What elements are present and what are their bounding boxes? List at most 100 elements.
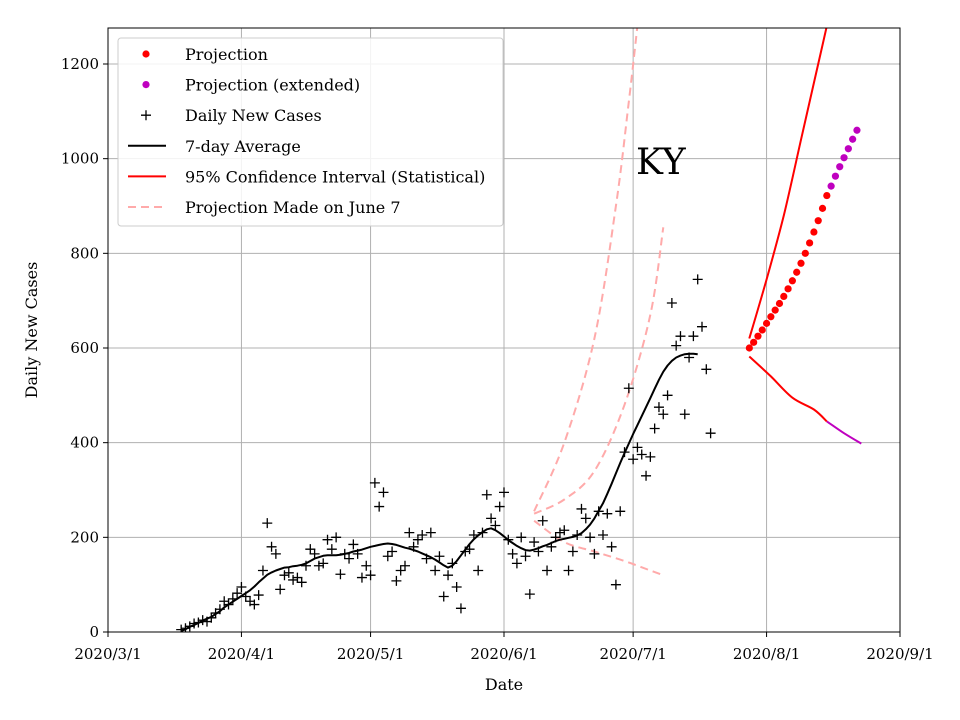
projection-point bbox=[745, 344, 753, 352]
daily-cases-point bbox=[331, 532, 342, 543]
daily-cases-point bbox=[615, 506, 626, 517]
projection-point bbox=[806, 239, 814, 247]
daily-cases-point bbox=[257, 565, 268, 576]
x-tick-label: 2020/4/1 bbox=[208, 645, 275, 663]
seven-day-average-line bbox=[180, 352, 698, 632]
daily-cases-point bbox=[610, 579, 621, 590]
daily-cases-point bbox=[322, 534, 333, 545]
daily-cases-point bbox=[374, 501, 385, 512]
legend: Projection Projection (extended) Daily New… bbox=[117, 37, 504, 227]
daily-cases-point bbox=[352, 548, 363, 559]
june7-projection-upper-line bbox=[533, 28, 639, 512]
daily-cases-point bbox=[361, 560, 372, 571]
daily-cases-point bbox=[688, 331, 699, 342]
daily-cases-point bbox=[318, 558, 329, 569]
daily-cases-point bbox=[593, 506, 604, 517]
ci-lower-extended-line bbox=[826, 420, 862, 445]
projection-point bbox=[767, 313, 775, 321]
legend-label-ci: 95% Confidence Interval (Statistical) bbox=[185, 167, 485, 186]
daily-cases-point bbox=[563, 565, 574, 576]
y-axis-label: Daily New Cases bbox=[22, 262, 41, 399]
y-tick-label: 400 bbox=[70, 434, 99, 452]
daily-cases-point bbox=[305, 544, 316, 555]
daily-cases-point bbox=[546, 541, 557, 552]
projection-point bbox=[771, 306, 779, 314]
legend-label-projection: Projection bbox=[185, 45, 268, 64]
daily-cases-point bbox=[421, 553, 432, 564]
daily-cases-point bbox=[598, 529, 608, 540]
june7-projection-lower-line bbox=[533, 519, 664, 577]
daily-cases-point bbox=[270, 548, 281, 559]
daily-cases-point bbox=[572, 529, 583, 540]
projection-point bbox=[797, 259, 805, 267]
daily-cases-point bbox=[653, 402, 664, 413]
legend-entry-ci: 95% Confidence Interval (Statistical) bbox=[128, 167, 485, 186]
daily-cases-point bbox=[447, 558, 458, 569]
y-tick-label: 1000 bbox=[61, 150, 99, 168]
daily-cases-point bbox=[425, 527, 436, 538]
projection-extended-point bbox=[849, 135, 857, 143]
legend-label-june7: Projection Made on June 7 bbox=[185, 198, 401, 217]
daily-cases-point bbox=[455, 603, 466, 614]
daily-cases-point bbox=[206, 612, 217, 623]
daily-cases-point bbox=[348, 539, 359, 550]
daily-cases-point bbox=[382, 551, 393, 562]
daily-cases-point bbox=[554, 527, 565, 538]
daily-cases-point bbox=[636, 449, 647, 460]
daily-cases-point bbox=[430, 565, 441, 576]
daily-cases-point bbox=[464, 544, 475, 555]
legend-dot-projection_ext bbox=[142, 81, 150, 89]
projection-point bbox=[784, 285, 792, 293]
daily-cases-point bbox=[641, 470, 652, 481]
daily-cases-point bbox=[193, 617, 204, 628]
daily-cases-point bbox=[666, 298, 677, 309]
daily-cases-point bbox=[344, 553, 355, 564]
projection-point bbox=[810, 228, 818, 236]
daily-cases-point bbox=[550, 532, 561, 543]
axes: 2020/3/1 2020/4/1 2020/5/1 2020/6/1 2020/7/1… bbox=[61, 55, 934, 663]
ci-lower-line bbox=[748, 355, 828, 423]
daily-cases-point bbox=[537, 515, 548, 526]
daily-cases-point bbox=[214, 604, 225, 615]
daily-cases-point bbox=[606, 541, 617, 552]
daily-cases-point bbox=[391, 575, 402, 586]
daily-cases-point bbox=[481, 489, 492, 500]
june7-projection-middle-line bbox=[533, 227, 665, 515]
daily-cases-point bbox=[520, 551, 531, 562]
daily-cases-point bbox=[473, 565, 484, 576]
daily-cases-point bbox=[236, 582, 247, 593]
legend-label-projection_ext: Projection (extended) bbox=[185, 76, 360, 95]
daily-cases-point bbox=[576, 503, 587, 514]
projection-point bbox=[762, 319, 771, 327]
daily-cases-point bbox=[232, 588, 243, 599]
legend-dot-projection bbox=[142, 50, 150, 58]
projection-point bbox=[801, 249, 809, 257]
legend-plus-daily bbox=[141, 110, 151, 121]
daily-cases-point bbox=[309, 548, 320, 559]
daily-cases-point bbox=[240, 591, 251, 602]
daily-cases-point bbox=[438, 591, 449, 602]
daily-cases-point bbox=[692, 274, 703, 285]
projection-point bbox=[758, 326, 766, 334]
daily-cases-point bbox=[533, 546, 544, 557]
ci-upper-line bbox=[748, 28, 828, 339]
daily-cases-point bbox=[585, 532, 596, 543]
daily-cases-point bbox=[369, 477, 380, 488]
x-axis-label: Date bbox=[485, 675, 523, 694]
projection-point bbox=[818, 204, 827, 212]
state-label: KY bbox=[636, 142, 687, 183]
daily-cases-point bbox=[176, 624, 187, 632]
daily-cases-point bbox=[628, 454, 639, 465]
projection-point bbox=[823, 191, 831, 200]
daily-cases-point bbox=[417, 529, 428, 540]
daily-cases-point bbox=[283, 567, 294, 578]
legend-entry-projection_ext: Projection (extended) bbox=[142, 76, 360, 95]
daily-cases-point bbox=[460, 546, 471, 557]
daily-cases-point bbox=[632, 442, 643, 453]
daily-cases-point bbox=[623, 383, 634, 394]
daily-cases-point bbox=[451, 582, 462, 593]
daily-cases-point bbox=[524, 589, 535, 600]
x-tick-label: 2020/7/1 bbox=[599, 645, 666, 663]
daily-cases-point bbox=[705, 428, 716, 439]
